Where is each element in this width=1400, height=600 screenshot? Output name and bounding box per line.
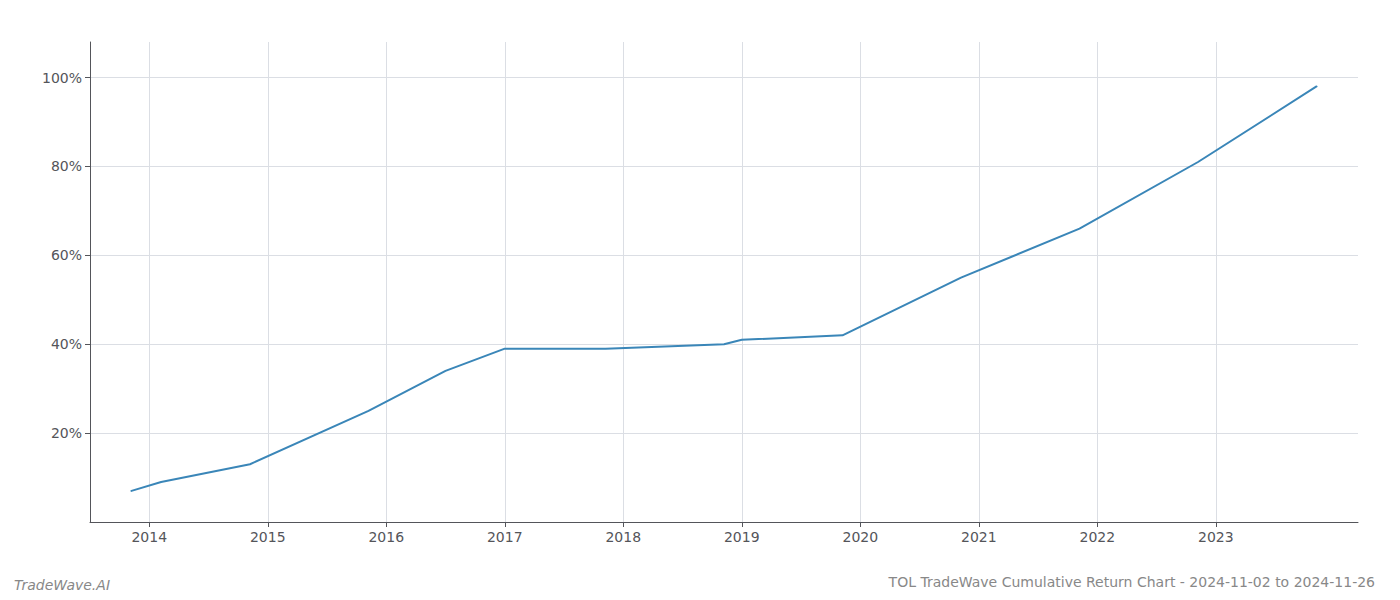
svg-text:2019: 2019 [724, 529, 760, 545]
svg-text:60%: 60% [51, 247, 82, 263]
svg-text:100%: 100% [42, 70, 82, 86]
svg-text:80%: 80% [51, 158, 82, 174]
svg-text:2015: 2015 [250, 529, 286, 545]
svg-text:2017: 2017 [487, 529, 523, 545]
svg-text:2018: 2018 [605, 529, 641, 545]
svg-text:2014: 2014 [131, 529, 167, 545]
svg-text:2023: 2023 [1198, 529, 1234, 545]
svg-text:2021: 2021 [961, 529, 997, 545]
svg-text:20%: 20% [51, 425, 82, 441]
svg-text:TOL TradeWave Cumulative Retur: TOL TradeWave Cumulative Return Chart - … [888, 574, 1375, 590]
svg-text:TradeWave.AI: TradeWave.AI [14, 577, 110, 593]
svg-text:2016: 2016 [368, 529, 404, 545]
svg-text:2022: 2022 [1079, 529, 1115, 545]
svg-text:40%: 40% [51, 336, 82, 352]
svg-text:2020: 2020 [842, 529, 878, 545]
